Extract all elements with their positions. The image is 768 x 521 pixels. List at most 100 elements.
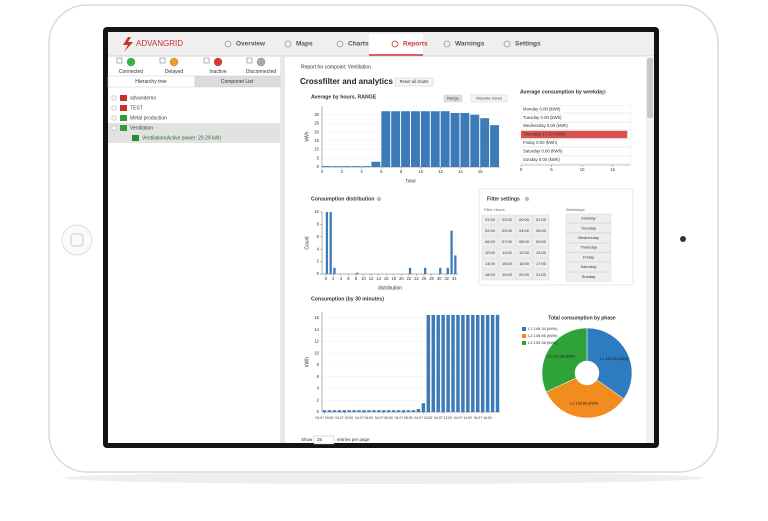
tab-inactive[interactable] xyxy=(194,75,281,88)
reset-button[interactable] xyxy=(394,77,434,87)
hour-cell[interactable] xyxy=(532,214,550,226)
tree-item[interactable]: Ventilation xyxy=(130,125,153,131)
y-tick-label: 15 xyxy=(314,138,319,143)
checkbox[interactable] xyxy=(246,57,253,64)
hour-cell[interactable] xyxy=(498,247,516,259)
weekday-cell[interactable] xyxy=(565,272,612,282)
row-outline xyxy=(520,155,632,164)
hour-cell-label: 22:00 xyxy=(485,217,496,222)
x-tick-label: 26 xyxy=(422,276,427,281)
y-tick-label: 30 xyxy=(314,112,319,117)
tab-label[interactable]: Componet List xyxy=(221,79,254,85)
toggle-button[interactable] xyxy=(470,94,508,103)
hour-cell[interactable] xyxy=(481,225,499,237)
hour-cell[interactable] xyxy=(498,236,516,248)
filter-title: Filter settings xyxy=(487,196,520,202)
help-icon xyxy=(376,196,382,202)
hour-cell[interactable] xyxy=(481,269,499,281)
checkbox[interactable] xyxy=(116,57,123,64)
expander[interactable] xyxy=(111,125,117,131)
checkbox[interactable] xyxy=(159,57,166,64)
y-tick-label: 6 xyxy=(317,234,320,239)
hour-cell[interactable] xyxy=(515,269,533,281)
home-button[interactable] xyxy=(61,224,93,256)
x-tick-label: 04.07 12:00 xyxy=(434,416,452,420)
status-icon xyxy=(169,57,179,67)
scrollbar[interactable] xyxy=(646,56,654,443)
splitter[interactable] xyxy=(280,56,285,443)
hour-cell[interactable] xyxy=(515,214,533,226)
x-tick-label: 8 xyxy=(400,169,403,174)
row-outline xyxy=(520,105,632,114)
weekday-cell[interactable] xyxy=(565,213,612,224)
hour-cell[interactable] xyxy=(515,225,533,237)
shadow xyxy=(64,472,704,484)
weekday-cell[interactable] xyxy=(565,233,612,243)
row-outline xyxy=(520,113,632,122)
x-tick-label: 16 xyxy=(384,276,389,281)
scrollbar-thumb[interactable] xyxy=(647,58,653,118)
reset-button-label: Reset all charts xyxy=(400,79,429,84)
hour-cell[interactable] xyxy=(498,214,516,226)
bar xyxy=(440,111,450,167)
bar xyxy=(337,410,342,412)
bar xyxy=(421,403,426,412)
expander[interactable] xyxy=(111,115,117,121)
tree-item[interactable]: Ventilation(Active power: 29.29 kW) xyxy=(142,135,221,141)
nav-item[interactable]: Charts xyxy=(348,41,369,48)
weekday-cell[interactable] xyxy=(565,242,612,253)
hour-cell[interactable] xyxy=(515,236,533,248)
hour-cell[interactable] xyxy=(532,236,550,248)
weekday-cell[interactable] xyxy=(565,223,612,233)
nav-item[interactable]: Settings xyxy=(515,41,541,48)
weekday-cell-label: Monday xyxy=(581,216,595,221)
nav-item[interactable]: Overview xyxy=(236,41,266,48)
toggle-button[interactable] xyxy=(443,94,463,103)
hour-cell-label: 03:00 xyxy=(502,228,513,233)
page-size-select[interactable] xyxy=(313,435,335,445)
hour-cell[interactable] xyxy=(532,225,550,237)
expander[interactable] xyxy=(111,105,117,111)
weekday-cell[interactable] xyxy=(565,252,612,263)
bar xyxy=(322,410,327,412)
hour-cell[interactable] xyxy=(532,247,550,259)
hour-cell[interactable] xyxy=(498,269,516,281)
expander[interactable] xyxy=(111,95,117,101)
hour-cell[interactable] xyxy=(481,236,499,248)
x-tick-label: 4 xyxy=(340,276,343,281)
bar xyxy=(382,410,386,412)
y-tick-label: 8 xyxy=(317,222,320,227)
hour-cell[interactable] xyxy=(515,258,533,270)
tree-item[interactable]: TEST xyxy=(130,105,143,111)
bar xyxy=(436,314,440,412)
x-tick-label: 04.07 16:00 xyxy=(474,416,492,420)
pie-slice xyxy=(541,327,588,393)
hour-cell[interactable] xyxy=(481,258,499,270)
hour-cell[interactable] xyxy=(481,214,499,226)
hour-cell[interactable] xyxy=(498,258,516,270)
hour-cell[interactable] xyxy=(498,225,516,237)
bar xyxy=(342,410,346,412)
checkbox[interactable] xyxy=(203,57,210,64)
tree-item[interactable]: Metal production xyxy=(130,115,167,121)
hour-cell-label: 04:00 xyxy=(519,228,530,233)
hour-cell[interactable] xyxy=(532,258,550,270)
hour-cell[interactable] xyxy=(532,269,550,281)
tree-icon xyxy=(120,115,127,121)
tab-label[interactable]: Hierarchy tree xyxy=(135,79,167,85)
weekday-cell-label: Saturday xyxy=(580,264,596,269)
bar xyxy=(430,111,440,167)
nav-item[interactable]: Warnings xyxy=(455,41,485,48)
hour-cell-label: 02:00 xyxy=(485,228,496,233)
nav-item[interactable]: Reports xyxy=(403,41,428,48)
bar xyxy=(431,314,435,412)
bar xyxy=(387,410,391,412)
y-tick-label: 8 xyxy=(317,362,320,367)
weekday-cell[interactable] xyxy=(565,262,612,272)
nav-item[interactable]: Maps xyxy=(296,41,313,48)
bar xyxy=(377,410,381,412)
hour-cell[interactable] xyxy=(515,247,533,259)
tree-item[interactable]: advandemo xyxy=(130,95,156,101)
y-axis-label: kWh xyxy=(304,131,310,141)
hour-cell[interactable] xyxy=(481,247,499,259)
